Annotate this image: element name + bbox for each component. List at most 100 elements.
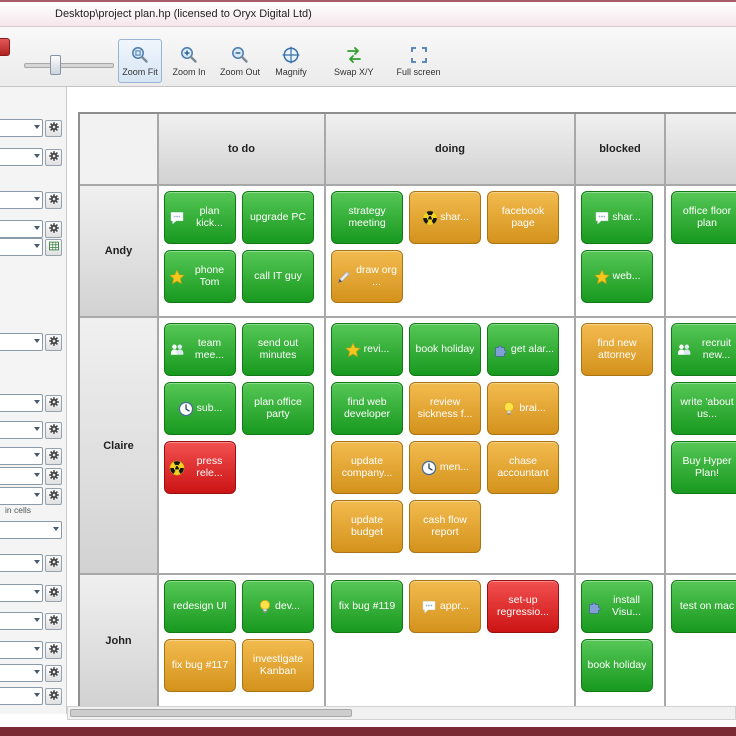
toolbar-button-full-screen[interactable]: Full screen: [393, 39, 445, 83]
card[interactable]: book holiday: [409, 323, 481, 376]
sidebar-dropdown[interactable]: [0, 641, 43, 659]
toolbar-button-zoom-fit[interactable]: Zoom Fit: [118, 39, 162, 83]
card[interactable]: call IT guy: [242, 250, 314, 303]
toolbar-button-zoom-out[interactable]: Zoom Out: [216, 39, 264, 83]
card[interactable]: find web developer: [331, 382, 403, 435]
card[interactable]: dev...: [242, 580, 314, 633]
card[interactable]: install Visu...: [581, 580, 653, 633]
column-header-blocked[interactable]: blocked: [576, 114, 664, 184]
row-header-andy[interactable]: Andy: [80, 186, 157, 316]
card[interactable]: update company...: [331, 441, 403, 494]
sidebar-dropdown[interactable]: [0, 148, 43, 166]
card[interactable]: set-up regressio...: [487, 580, 559, 633]
sidebar-dropdown[interactable]: [0, 333, 43, 351]
sidebar-dropdown[interactable]: [0, 238, 43, 256]
settings-button[interactable]: [45, 467, 62, 485]
settings-button[interactable]: [45, 584, 62, 602]
card[interactable]: send out minutes: [242, 323, 314, 376]
sidebar-dropdown[interactable]: [0, 612, 43, 630]
horizontal-scrollbar-thumb[interactable]: [70, 709, 353, 717]
settings-button[interactable]: [45, 554, 62, 572]
card[interactable]: appr...: [409, 580, 481, 633]
settings-button[interactable]: [45, 641, 62, 659]
toolbar-button-zoom-in[interactable]: Zoom In: [167, 39, 211, 83]
settings-button[interactable]: [45, 447, 62, 465]
sidebar-dropdown[interactable]: [0, 554, 43, 572]
card[interactable]: team mee...: [164, 323, 236, 376]
column-header-doing[interactable]: doing: [326, 114, 574, 184]
chevron-down-icon: [34, 125, 40, 129]
sidebar-dropdown[interactable]: [0, 584, 43, 602]
settings-button[interactable]: [45, 421, 62, 439]
card[interactable]: plan office party: [242, 382, 314, 435]
sidebar-dropdown[interactable]: [0, 487, 43, 505]
column-header-4[interactable]: [666, 114, 736, 184]
window-bottom-border: [0, 727, 736, 736]
card[interactable]: book holiday: [581, 639, 653, 692]
sidebar-dropdown[interactable]: [0, 447, 43, 465]
card[interactable]: shar...: [581, 191, 653, 244]
card[interactable]: men...: [409, 441, 481, 494]
partial-toolbar-icon[interactable]: [0, 38, 10, 56]
sidebar-dropdown[interactable]: [0, 119, 43, 137]
column-header-to-do[interactable]: to do: [159, 114, 324, 184]
settings-button[interactable]: [45, 612, 62, 630]
toolbar-button-label: Zoom In: [172, 67, 206, 77]
row-header-john[interactable]: John: [80, 575, 157, 706]
card[interactable]: Buy Hyper Plan!: [671, 441, 736, 494]
card[interactable]: review sickness f...: [409, 382, 481, 435]
settings-button[interactable]: [45, 487, 62, 505]
sidebar-control-row: [0, 663, 62, 683]
horizontal-scrollbar[interactable]: [67, 706, 736, 720]
card[interactable]: update budget: [331, 500, 403, 553]
card[interactable]: get alar...: [487, 323, 559, 376]
card[interactable]: shar...: [409, 191, 481, 244]
card[interactable]: facebook page: [487, 191, 559, 244]
card[interactable]: draw org ...: [331, 250, 403, 303]
card[interactable]: plan kick...: [164, 191, 236, 244]
sidebar-dropdown[interactable]: [0, 421, 43, 439]
card[interactable]: office floor plan: [671, 191, 736, 244]
sidebar-dropdown[interactable]: [0, 394, 43, 412]
sidebar-dropdown[interactable]: [0, 191, 43, 209]
settings-button[interactable]: [45, 664, 62, 682]
card[interactable]: web...: [581, 250, 653, 303]
toolbar-button-swap-x-y[interactable]: Swap X/Y: [330, 39, 378, 83]
settings-button[interactable]: [45, 333, 62, 351]
card[interactable]: revi...: [331, 323, 403, 376]
sidebar-dropdown[interactable]: [0, 220, 43, 238]
card[interactable]: write 'about us...: [671, 382, 736, 435]
card[interactable]: find new attorney: [581, 323, 653, 376]
card[interactable]: test on mac: [671, 580, 736, 633]
card[interactable]: press rele...: [164, 441, 236, 494]
zoom-slider[interactable]: [24, 55, 114, 75]
card[interactable]: cash flow report: [409, 500, 481, 553]
row-header-claire[interactable]: Claire: [80, 318, 157, 573]
settings-button[interactable]: [45, 148, 62, 166]
sidebar-dropdown[interactable]: [0, 467, 43, 485]
settings-button[interactable]: [45, 191, 62, 209]
settings-button[interactable]: [45, 119, 62, 137]
card[interactable]: upgrade PC: [242, 191, 314, 244]
settings-button[interactable]: [45, 687, 62, 705]
card[interactable]: investigate Kanban: [242, 639, 314, 692]
card[interactable]: redesign UI: [164, 580, 236, 633]
titlebar[interactable]: Desktop\project plan.hp (licensed to Ory…: [0, 2, 736, 27]
sidebar-dropdown[interactable]: [0, 521, 62, 539]
zoom-slider-handle[interactable]: [50, 55, 61, 75]
sidebar-dropdown[interactable]: [0, 664, 43, 682]
card[interactable]: recruit new...: [671, 323, 736, 376]
card[interactable]: strategy meeting: [331, 191, 403, 244]
table-view-button[interactable]: [45, 238, 62, 256]
settings-button[interactable]: [45, 394, 62, 412]
card[interactable]: fix bug #119: [331, 580, 403, 633]
card[interactable]: phone Tom: [164, 250, 236, 303]
card[interactable]: fix bug #117: [164, 639, 236, 692]
board-cell-john-to-do: redesign UI dev... fix bug #117 investigate…: [159, 575, 324, 706]
card[interactable]: chase accountant: [487, 441, 559, 494]
settings-button[interactable]: [45, 220, 62, 238]
card[interactable]: brai...: [487, 382, 559, 435]
card[interactable]: sub...: [164, 382, 236, 435]
sidebar-dropdown[interactable]: [0, 687, 43, 705]
toolbar-button-magnify[interactable]: Magnify: [269, 39, 313, 83]
